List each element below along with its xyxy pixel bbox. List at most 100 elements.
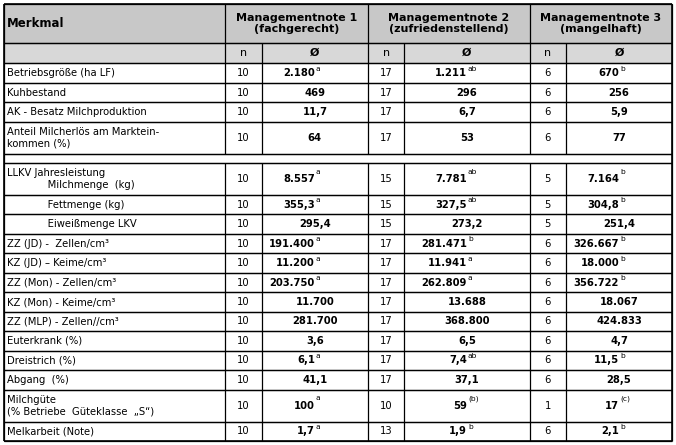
Bar: [566, 195, 672, 214]
Text: 15: 15: [380, 174, 393, 184]
Bar: [262, 421, 368, 441]
Text: 7.781: 7.781: [435, 174, 467, 184]
Text: a: a: [316, 256, 320, 262]
Text: 6: 6: [545, 336, 551, 346]
Bar: [368, 421, 404, 441]
Bar: [4, 389, 225, 421]
Text: 6,5: 6,5: [458, 336, 476, 346]
Text: Milchgüte
(% Betriebe  Güteklasse  „S“): Milchgüte (% Betriebe Güteklasse „S“): [7, 395, 154, 417]
Bar: [4, 273, 225, 292]
Bar: [566, 122, 672, 154]
Bar: [404, 331, 529, 351]
Bar: [262, 389, 368, 421]
Bar: [529, 64, 566, 83]
Bar: [262, 234, 368, 253]
Text: 15: 15: [380, 219, 393, 229]
Text: a: a: [316, 353, 320, 359]
Bar: [4, 351, 225, 370]
Bar: [225, 195, 262, 214]
Text: ab: ab: [468, 353, 477, 359]
Bar: [566, 64, 672, 83]
Bar: [404, 43, 529, 64]
Text: Anteil Milcherlös am Marktein-
kommen (%): Anteil Milcherlös am Marktein- kommen (%…: [7, 127, 160, 149]
Text: 17: 17: [380, 278, 393, 287]
Text: Merkmal: Merkmal: [7, 17, 64, 30]
Text: a: a: [468, 256, 473, 262]
Bar: [262, 163, 368, 195]
Bar: [4, 154, 672, 163]
Text: 10: 10: [237, 88, 250, 97]
Bar: [262, 43, 368, 64]
Bar: [262, 122, 368, 154]
Bar: [225, 43, 262, 64]
Bar: [262, 351, 368, 370]
Text: 6: 6: [545, 278, 551, 287]
Text: 10: 10: [237, 258, 250, 268]
Text: b: b: [620, 256, 625, 262]
Bar: [225, 214, 262, 234]
Bar: [4, 195, 225, 214]
Bar: [262, 312, 368, 331]
Bar: [404, 312, 529, 331]
Bar: [566, 163, 672, 195]
Text: 1.211: 1.211: [435, 68, 467, 78]
Text: KZ (Mon) - Keime/cm³: KZ (Mon) - Keime/cm³: [7, 297, 116, 307]
Text: Eiweißmenge LKV: Eiweißmenge LKV: [7, 219, 137, 229]
Bar: [262, 273, 368, 292]
Text: 18.067: 18.067: [600, 297, 638, 307]
Text: 6: 6: [545, 258, 551, 268]
Bar: [262, 331, 368, 351]
Bar: [529, 234, 566, 253]
Bar: [404, 370, 529, 389]
Bar: [404, 195, 529, 214]
Text: 10: 10: [237, 426, 250, 436]
Bar: [368, 64, 404, 83]
Text: a: a: [316, 396, 320, 401]
Bar: [368, 312, 404, 331]
Bar: [262, 253, 368, 273]
Bar: [529, 195, 566, 214]
Text: 6: 6: [545, 107, 551, 117]
Bar: [368, 234, 404, 253]
Bar: [262, 195, 368, 214]
Bar: [225, 312, 262, 331]
Text: 10: 10: [237, 107, 250, 117]
Text: 10: 10: [237, 68, 250, 78]
Text: 368.800: 368.800: [444, 316, 489, 327]
Text: Managementnote 2
(zufriedenstellend): Managementnote 2 (zufriedenstellend): [388, 12, 509, 34]
Text: ab: ab: [468, 169, 477, 175]
Text: a: a: [316, 424, 320, 430]
Bar: [404, 253, 529, 273]
Text: b: b: [468, 424, 473, 430]
Text: 262.809: 262.809: [422, 278, 467, 287]
Bar: [566, 83, 672, 102]
Text: 17: 17: [605, 400, 619, 411]
Bar: [225, 389, 262, 421]
Text: ab: ab: [468, 66, 477, 72]
Text: 6: 6: [545, 68, 551, 78]
Text: 5,9: 5,9: [610, 107, 628, 117]
Bar: [225, 83, 262, 102]
Bar: [529, 389, 566, 421]
Text: 17: 17: [380, 297, 393, 307]
Text: 304,8: 304,8: [587, 200, 619, 210]
Bar: [262, 292, 368, 312]
Bar: [262, 214, 368, 234]
Text: 11.700: 11.700: [295, 297, 334, 307]
Text: n: n: [240, 48, 247, 58]
Bar: [4, 331, 225, 351]
Text: Ø: Ø: [462, 48, 472, 58]
Text: b: b: [620, 198, 625, 203]
Text: Managementnote 1
(fachgerecht): Managementnote 1 (fachgerecht): [236, 12, 357, 34]
Bar: [368, 253, 404, 273]
Bar: [368, 351, 404, 370]
Text: LLKV Jahresleistung
             Milchmenge  (kg): LLKV Jahresleistung Milchmenge (kg): [7, 168, 135, 190]
Text: 6: 6: [545, 239, 551, 249]
Text: 10: 10: [237, 200, 250, 210]
Text: 10: 10: [237, 133, 250, 143]
Bar: [368, 273, 404, 292]
Bar: [262, 370, 368, 389]
Text: ZZ (MLP) - Zellen//cm³: ZZ (MLP) - Zellen//cm³: [7, 316, 119, 327]
Bar: [368, 370, 404, 389]
Bar: [225, 4, 368, 43]
